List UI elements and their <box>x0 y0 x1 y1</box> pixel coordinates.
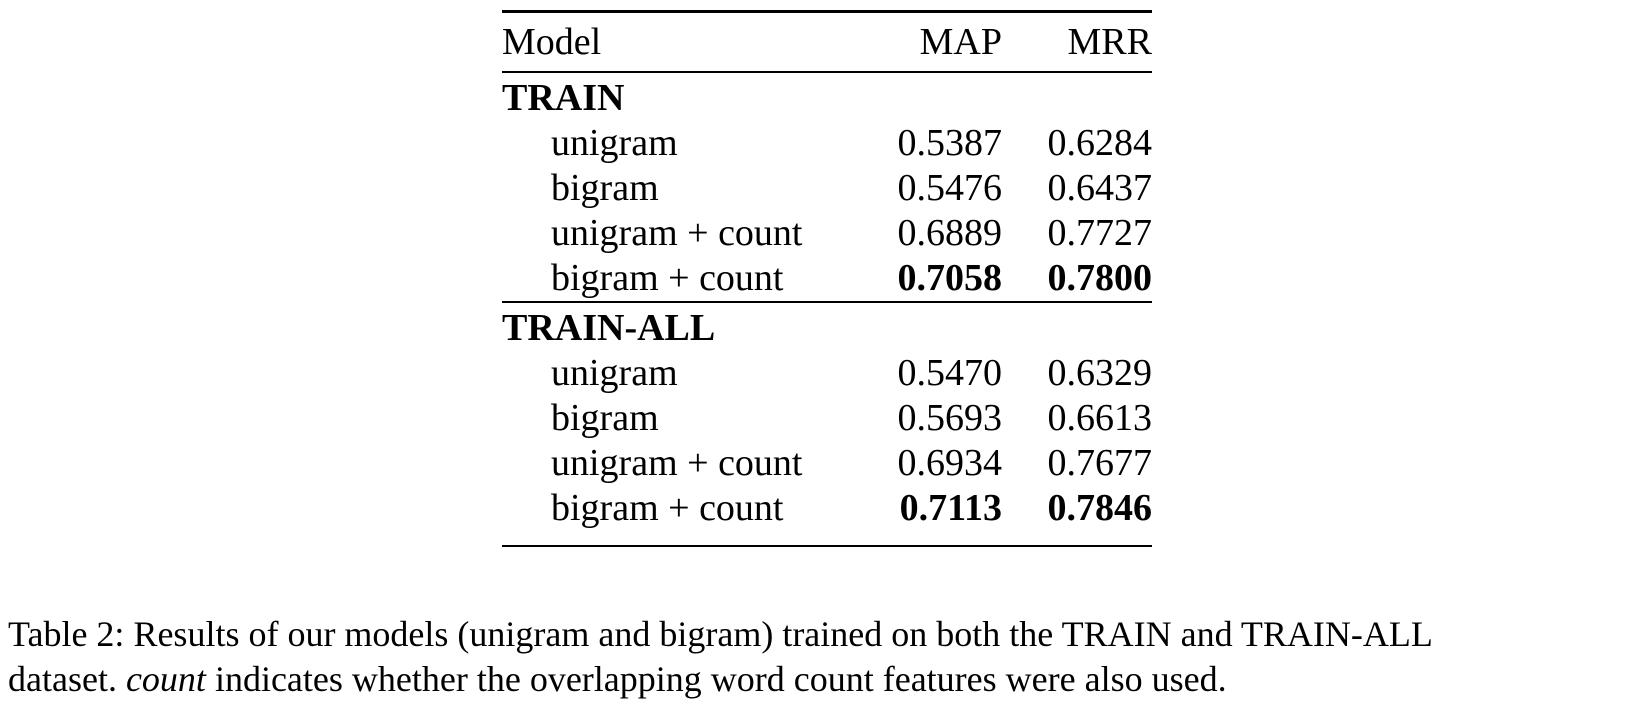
table-row: bigram 0.5693 0.6613 <box>502 396 1152 441</box>
caption-line-2: dataset. count indicates whether the ove… <box>8 657 1638 702</box>
caption-line-2-prefix: dataset. <box>8 659 126 699</box>
header-mrr: MRR <box>1067 20 1152 63</box>
mrr-value-cell: 0.7800 <box>1047 257 1153 299</box>
model-name-cell: unigram <box>551 122 678 164</box>
caption-line-2-rest: indicates whether the overlapping word c… <box>205 659 1227 699</box>
mrr-value-cell: 0.7846 <box>1047 487 1153 529</box>
mrr-value-cell: 0.7727 <box>1047 212 1153 254</box>
section-header-row: TRAIN <box>502 73 1152 121</box>
header-row: Model MAP MRR <box>502 13 1152 72</box>
table-row: bigram 0.5476 0.6437 <box>502 166 1152 211</box>
map-value-cell: 0.6934 <box>897 442 1003 484</box>
caption-line-1: Table 2: Results of our models (unigram … <box>8 614 1433 654</box>
table-body: TRAIN unigram 0.5387 0.6284 bigram 0.5476 0.64… <box>502 71 1152 531</box>
header-model: Model <box>502 20 602 63</box>
header-map: MAP <box>919 20 1002 63</box>
model-name-cell: bigram <box>551 397 659 439</box>
table-row: unigram + count 0.6934 0.7677 <box>502 441 1152 486</box>
model-name-cell: bigram + count <box>551 487 784 529</box>
mrr-value-cell: 0.6329 <box>1047 352 1153 394</box>
model-name-cell: bigram <box>551 167 659 209</box>
caption-line-2-italic: count <box>125 659 206 699</box>
table-row: unigram + count 0.6889 0.7727 <box>502 211 1152 256</box>
table-row: unigram 0.5470 0.6329 <box>502 351 1152 396</box>
map-value-cell: 0.7113 <box>899 487 1002 529</box>
table-bottom-rule <box>502 545 1152 547</box>
table-row: bigram + count 0.7113 0.7846 <box>502 486 1152 531</box>
mrr-value-cell: 0.6613 <box>1047 397 1153 439</box>
map-value-cell: 0.5476 <box>897 167 1003 209</box>
table-header: Model MAP MRR <box>502 13 1152 72</box>
model-name-cell: bigram + count <box>551 257 784 299</box>
table-row: unigram 0.5387 0.6284 <box>502 121 1152 166</box>
map-value-cell: 0.5470 <box>897 352 1003 394</box>
section-label: TRAIN <box>502 77 625 119</box>
mrr-value-cell: 0.6284 <box>1047 122 1153 164</box>
map-value-cell: 0.7058 <box>897 257 1003 299</box>
mrr-value-cell: 0.6437 <box>1047 167 1153 209</box>
model-name-cell: unigram + count <box>551 442 803 484</box>
mrr-value-cell: 0.7677 <box>1047 442 1153 484</box>
map-value-cell: 0.5387 <box>897 122 1003 164</box>
results-table-grid: Model MAP MRR TRAIN unigram 0.5387 0.6284 bi… <box>502 13 1152 531</box>
table-caption: Table 2: Results of our models (unigram … <box>8 612 1638 702</box>
section-label: TRAIN-ALL <box>502 307 716 349</box>
model-name-cell: unigram + count <box>551 212 803 254</box>
table-row: bigram + count 0.7058 0.7800 <box>502 256 1152 302</box>
results-table: Model MAP MRR TRAIN unigram 0.5387 0.6284 bi… <box>502 10 1152 547</box>
map-value-cell: 0.5693 <box>897 397 1003 439</box>
model-name-cell: unigram <box>551 352 678 394</box>
section-header-row: TRAIN-ALL <box>502 303 1152 351</box>
table-top-rule <box>502 10 1152 13</box>
map-value-cell: 0.6889 <box>897 212 1003 254</box>
